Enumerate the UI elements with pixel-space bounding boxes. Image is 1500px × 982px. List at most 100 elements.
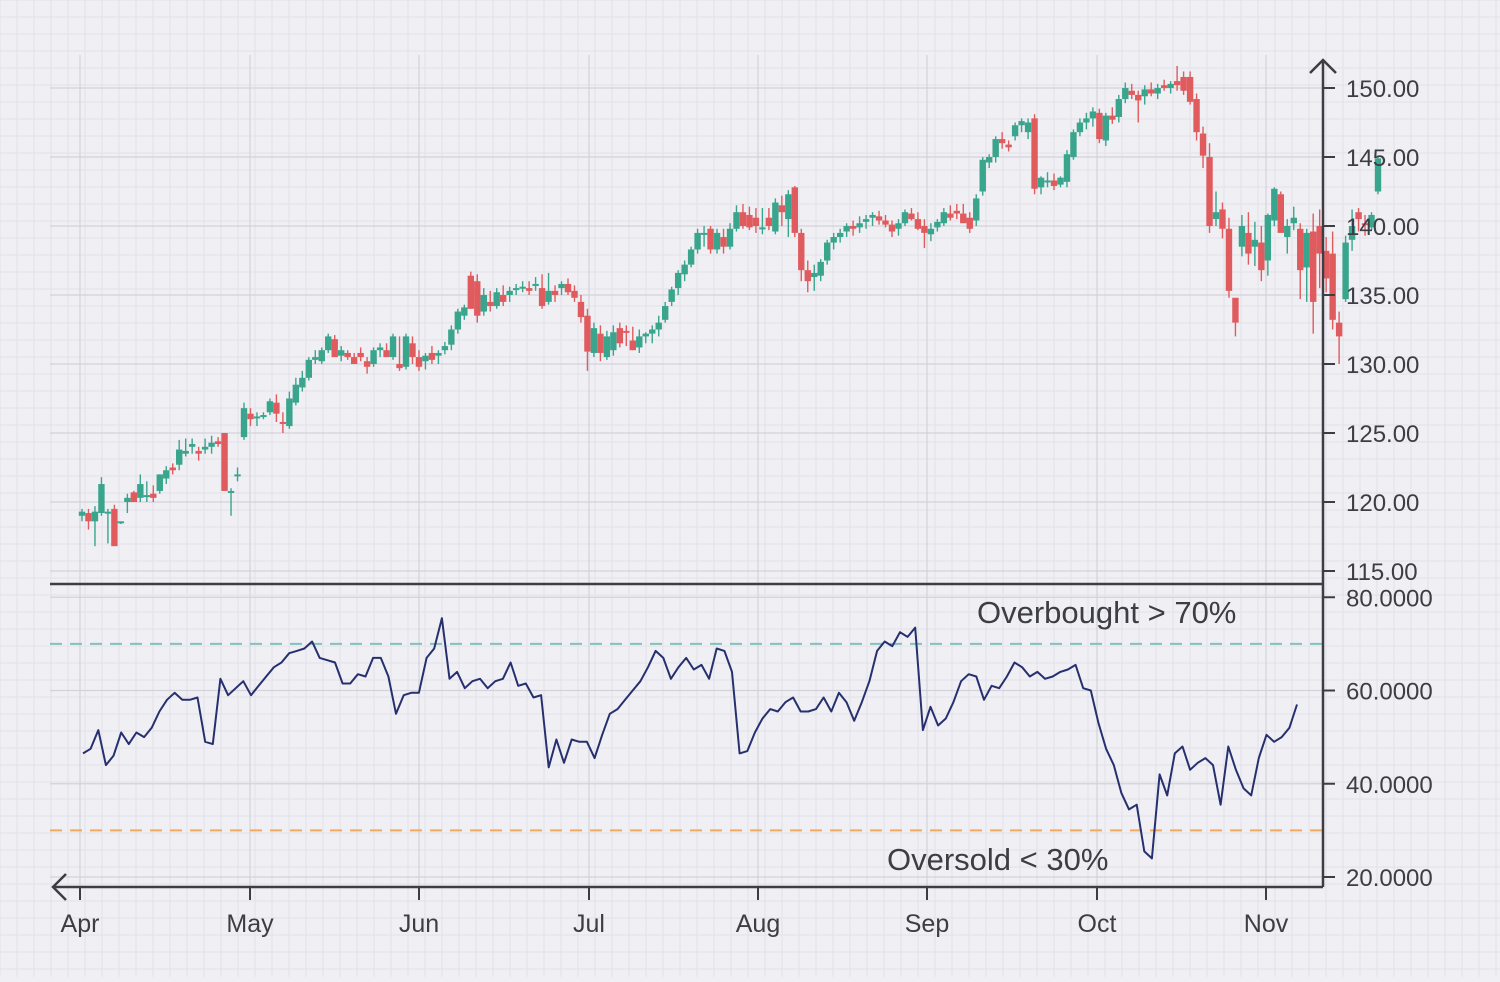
candle	[843, 223, 850, 238]
candle-body	[947, 213, 954, 218]
candle	[564, 278, 572, 295]
candle-body	[325, 336, 332, 351]
candle	[1199, 126, 1207, 169]
candle	[1076, 118, 1084, 137]
candle-body	[91, 511, 99, 522]
candle-body	[674, 272, 682, 289]
candle	[305, 357, 312, 381]
candle-body	[292, 384, 300, 403]
candle-body	[461, 307, 468, 316]
candle	[512, 283, 520, 295]
candle-body	[687, 249, 695, 265]
candle-body	[603, 336, 611, 358]
candle	[519, 281, 526, 293]
candle-body	[1154, 88, 1161, 94]
candle	[279, 412, 287, 433]
candle-body	[713, 232, 721, 250]
candle	[1173, 65, 1181, 91]
candle	[234, 467, 241, 482]
candle-body	[908, 213, 915, 220]
candle-body	[376, 347, 384, 351]
candle	[266, 398, 274, 416]
candle-body	[338, 350, 345, 356]
candle	[312, 350, 319, 364]
candle-body	[720, 237, 727, 247]
candle	[363, 357, 371, 374]
candle-body	[746, 214, 753, 228]
candle	[726, 223, 734, 250]
candle-body	[1238, 226, 1246, 247]
candle-body	[512, 288, 520, 291]
candle	[1329, 231, 1336, 330]
candle-body	[986, 157, 993, 163]
candle	[934, 219, 941, 232]
candle-body	[409, 343, 416, 358]
candle-body	[111, 508, 118, 547]
overbought-label: Overbought > 70%	[977, 595, 1236, 630]
candle-body	[415, 357, 423, 367]
candle	[195, 446, 202, 461]
candle	[143, 481, 150, 502]
candle	[610, 325, 617, 356]
candle-body	[597, 333, 604, 353]
candle-body	[1310, 231, 1317, 302]
candle-body	[649, 329, 656, 334]
candle	[571, 285, 578, 302]
candle	[1374, 155, 1382, 195]
candle-body	[176, 449, 183, 465]
candle-body	[169, 467, 176, 471]
candle-body	[1355, 212, 1362, 220]
candle-body	[616, 328, 624, 344]
candle	[85, 508, 92, 530]
month-tick-label: Sep	[905, 910, 949, 938]
candle	[208, 435, 215, 454]
candle-body	[156, 474, 163, 491]
candle	[1193, 93, 1200, 141]
candle-body	[1297, 228, 1304, 271]
candle	[765, 208, 773, 231]
candle	[1160, 79, 1168, 91]
candle	[849, 220, 857, 236]
candle-body	[305, 359, 312, 378]
candle-body	[629, 340, 636, 351]
rsi-tick-label: 40.0000	[1346, 772, 1433, 799]
candle-body	[240, 408, 248, 438]
candle	[668, 286, 675, 307]
candle	[150, 485, 157, 502]
candle	[493, 288, 500, 309]
candle	[1141, 85, 1148, 105]
candle	[428, 346, 436, 364]
candle-body	[551, 290, 559, 295]
candle	[240, 402, 248, 440]
candle	[1148, 82, 1155, 97]
candle	[772, 198, 779, 235]
candle-body	[940, 212, 948, 224]
candle	[629, 326, 636, 351]
candle	[1018, 118, 1025, 133]
candle	[318, 347, 325, 364]
candle	[1089, 107, 1097, 127]
candle-body	[1005, 144, 1012, 148]
candle	[649, 325, 656, 344]
candle	[1271, 187, 1278, 226]
candle	[817, 259, 824, 282]
candle-body	[1193, 99, 1200, 133]
candle-body	[279, 421, 287, 424]
candle	[299, 370, 306, 392]
candle	[201, 438, 209, 454]
candle	[992, 136, 999, 163]
candle	[104, 508, 112, 544]
candle	[1277, 191, 1284, 233]
candle-body	[1122, 88, 1129, 100]
candle	[752, 208, 760, 233]
candle	[739, 203, 747, 229]
candle-body	[895, 223, 902, 229]
candle-body	[1232, 297, 1239, 323]
candle-body	[402, 336, 410, 367]
candle-body	[927, 228, 935, 235]
candle-body	[888, 224, 896, 232]
candle-body	[1031, 118, 1038, 189]
candle	[901, 209, 909, 226]
candle-body	[1335, 322, 1343, 337]
candle-body	[454, 311, 462, 330]
